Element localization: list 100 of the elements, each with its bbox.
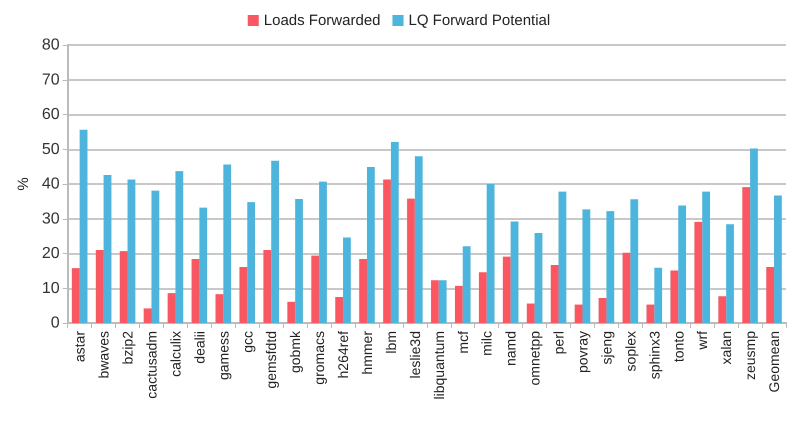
bar xyxy=(702,192,710,323)
bar xyxy=(630,199,638,323)
bar xyxy=(774,195,782,323)
x-tick-label: mcf xyxy=(454,330,471,354)
bar xyxy=(295,198,303,323)
y-tick-label: 30 xyxy=(42,210,60,228)
x-tick-label: leslie3d xyxy=(406,331,423,378)
x-tick-label: cactusadm xyxy=(144,331,160,399)
bar xyxy=(144,308,152,323)
bar xyxy=(726,224,734,323)
x-tick-label: omnetpp xyxy=(526,330,543,386)
bar xyxy=(199,208,208,323)
bar xyxy=(510,222,518,323)
x-tick-label: gcc xyxy=(239,331,256,353)
x-tick-label: gemsfdtd xyxy=(263,331,280,389)
x-tick-label: soplex xyxy=(622,331,638,372)
bar xyxy=(319,182,327,323)
bar xyxy=(558,192,566,323)
y-tick-label: 50 xyxy=(42,140,60,158)
bar xyxy=(718,296,726,323)
bar xyxy=(486,184,494,323)
bar xyxy=(750,148,758,323)
bar xyxy=(263,250,272,323)
bar xyxy=(742,187,750,323)
bar xyxy=(216,294,224,323)
x-tick-label: perl xyxy=(550,331,567,354)
bar xyxy=(128,179,136,323)
bar xyxy=(431,280,439,323)
bar xyxy=(407,198,415,323)
bar xyxy=(175,171,184,323)
y-tick-label: 70 xyxy=(42,71,60,88)
y-tick-label: 60 xyxy=(42,106,60,123)
legend-label: LQ Forward Potential xyxy=(408,12,550,29)
bar xyxy=(550,264,559,323)
bar xyxy=(223,164,232,323)
bar xyxy=(271,160,279,323)
bar xyxy=(478,272,487,323)
bar xyxy=(654,268,662,323)
bar xyxy=(152,190,160,323)
x-tick-label: xalan xyxy=(718,331,734,364)
y-tick-label: 20 xyxy=(42,245,60,262)
x-tick-label: astar xyxy=(72,330,88,362)
bar xyxy=(670,270,678,323)
x-tick-label: sphinx3 xyxy=(646,330,662,380)
y-tick-label: 0 xyxy=(50,314,60,332)
x-tick-label: lbm xyxy=(382,331,399,354)
bar xyxy=(526,304,535,323)
bar xyxy=(366,166,375,323)
bar xyxy=(359,259,367,323)
x-tick-label: milc xyxy=(478,331,495,356)
x-tick-label: Geomean xyxy=(766,331,782,392)
bar xyxy=(694,222,702,323)
bar xyxy=(622,252,630,323)
bar xyxy=(80,130,88,323)
bar xyxy=(462,246,471,323)
bar xyxy=(534,233,542,323)
x-tick-label: sjeng xyxy=(598,331,614,364)
bar xyxy=(646,304,654,323)
x-tick-label: namd xyxy=(502,331,519,366)
x-tick-label: gobmk xyxy=(287,330,304,374)
bar xyxy=(383,179,391,323)
bar xyxy=(390,142,399,323)
x-tick-label: tonto xyxy=(670,330,686,362)
x-tick-label: gromacs xyxy=(311,331,328,385)
x-tick-label: dealii xyxy=(191,331,208,364)
x-tick-label: wrf xyxy=(694,330,710,351)
bar xyxy=(598,298,606,323)
bar xyxy=(168,293,176,323)
bar xyxy=(311,256,320,323)
bar xyxy=(72,268,80,323)
y-axis-title: % xyxy=(15,177,32,191)
x-tick-label: zeusmp xyxy=(742,330,758,380)
x-tick-label: calculix xyxy=(167,331,184,377)
bar xyxy=(247,202,256,323)
bar xyxy=(104,174,112,323)
x-tick-label: gamess xyxy=(215,331,232,380)
bar xyxy=(678,206,686,323)
bar xyxy=(438,280,447,323)
bar xyxy=(335,296,344,323)
bar xyxy=(606,211,614,323)
bar xyxy=(582,209,590,323)
bar xyxy=(454,286,463,323)
y-tick-label: 40 xyxy=(42,176,60,192)
bar xyxy=(287,302,296,323)
y-tick-label: 10 xyxy=(42,280,60,297)
bar xyxy=(96,250,104,323)
bar xyxy=(502,256,511,323)
x-tick-label: hmmer xyxy=(358,330,375,375)
bar xyxy=(766,267,774,323)
bar xyxy=(120,251,128,323)
x-tick-label: bwaves xyxy=(96,331,112,378)
bar xyxy=(343,238,351,323)
x-tick-label: libquantum xyxy=(430,331,447,400)
bar xyxy=(239,267,248,323)
x-tick-label: povray xyxy=(574,331,590,374)
bar xyxy=(192,259,200,323)
bar xyxy=(414,156,423,323)
bar xyxy=(574,304,582,323)
x-tick-label: bzip2 xyxy=(120,330,136,364)
x-tick-label: h264ref xyxy=(335,330,352,378)
